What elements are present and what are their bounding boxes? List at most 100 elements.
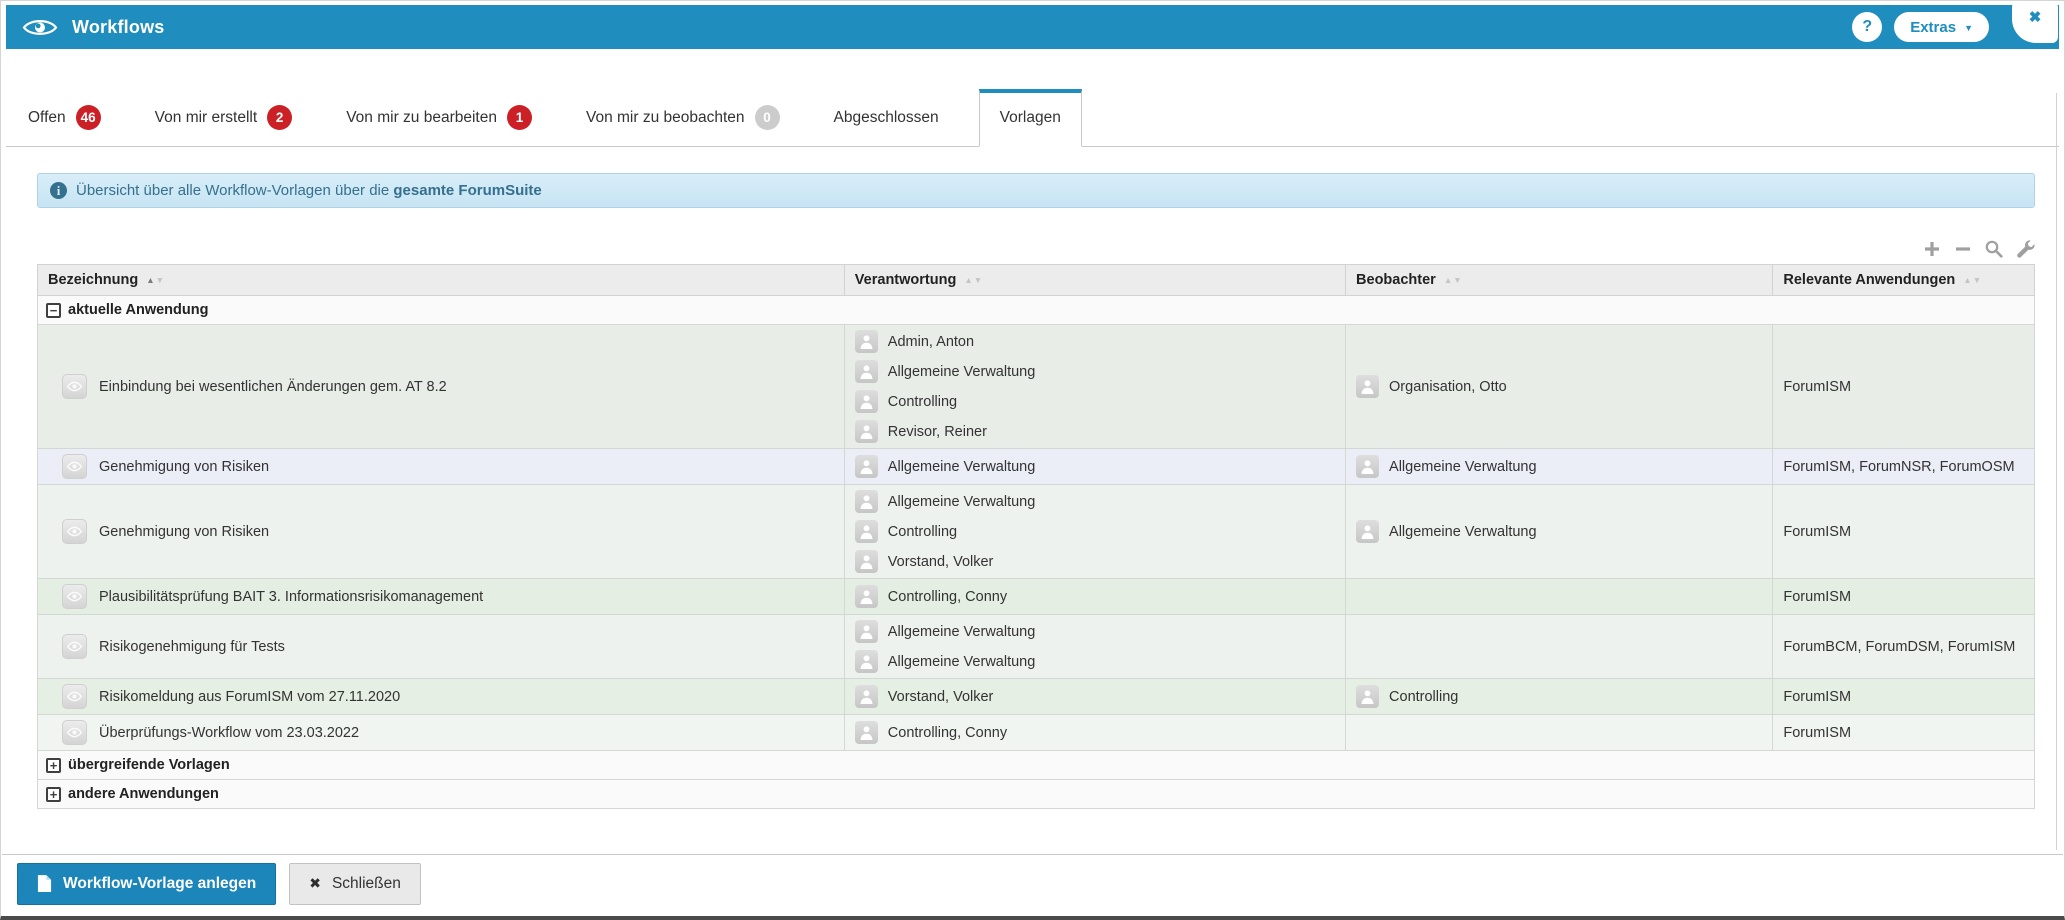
group-row-übergreifende-vorlagen: + übergreifende Vorlagen (37, 750, 2035, 780)
content-area: i Übersicht über alle Workflow-Vorlagen … (1, 147, 2064, 809)
relevant-apps-cell: ForumISM, ForumNSR, ForumOSM (1772, 448, 2035, 485)
person-icon (854, 330, 878, 353)
column-header-beobachter[interactable]: Beobachter ▲▼ (1345, 264, 1774, 296)
responsible-cell: Controlling, Conny (843, 714, 1347, 751)
tab-abgeschlossen[interactable]: Abgeschlossen (820, 89, 953, 146)
person-icon (1356, 455, 1380, 478)
minus-icon[interactable] (1953, 239, 1973, 259)
responsible-cell: Allgemeine Verwaltung Controlling Vorstand… (843, 484, 1347, 579)
person-icon (854, 721, 878, 744)
relevant-apps-cell: ForumISM (1772, 678, 2035, 715)
close-window-button[interactable]: ✖ (2012, 3, 2058, 43)
responsible-cell: Allgemeine Verwaltung (843, 448, 1347, 485)
tab-count-badge: 2 (267, 105, 293, 130)
person-name: Vorstand, Volker (887, 553, 994, 570)
responsible-cell: Controlling, Conny (843, 578, 1347, 615)
workflow-template-row[interactable]: Einbindung bei wesentlichen Änderungen g… (37, 324, 2035, 449)
info-banner: i Übersicht über alle Workflow-Vorlagen … (37, 173, 2035, 208)
observer-cell: Controlling (1345, 678, 1774, 715)
info-banner-text: Übersicht über alle Workflow-Vorlagen üb… (76, 182, 542, 199)
sort-icons: ▲▼ (146, 275, 165, 285)
person-entry: Allgemeine Verwaltung (854, 360, 1335, 383)
workflow-eye-icon (62, 720, 87, 745)
person-icon (854, 685, 878, 708)
person-icon (1356, 375, 1380, 398)
close-button[interactable]: ✖ Schließen (289, 862, 421, 905)
tab-label: Abgeschlossen (833, 108, 939, 126)
observer-cell: Allgemeine Verwaltung (1345, 484, 1774, 579)
tab-bar: Offen 46 Von mir erstellt 2 Von mir zu bearb… (14, 89, 2059, 147)
observer-cell (1345, 578, 1774, 615)
extras-button[interactable]: Extras ▼ (1894, 12, 1989, 42)
tab-count-badge: 46 (75, 105, 101, 130)
sort-asc-icon: ▲ (1963, 275, 1973, 285)
tab-count-badge: 1 (506, 105, 532, 130)
tab-label: Von mir erstellt (154, 108, 258, 126)
expand-group-icon[interactable]: + (46, 757, 61, 773)
column-header-relevante-anwendungen[interactable]: Relevante Anwendungen ▲▼ (1772, 264, 2035, 296)
person-name: Controlling (887, 523, 958, 540)
person-name: Revisor, Reiner (887, 423, 987, 440)
workflow-template-row[interactable]: Plausibilitätsprüfung BAIT 3. Informatio… (37, 578, 2035, 615)
person-icon (854, 360, 878, 383)
group-label: andere Anwendungen (68, 786, 219, 802)
sort-asc-icon: ▲ (1443, 275, 1454, 285)
person-entry: Vorstand, Volker (854, 685, 1335, 708)
chevron-down-icon: ▼ (1964, 23, 1973, 33)
observer-cell (1345, 614, 1774, 679)
person-name: Allgemeine Verwaltung (1389, 523, 1537, 540)
help-icon: ? (1862, 18, 1873, 35)
observer-cell (1345, 714, 1774, 751)
workflow-template-row[interactable]: Risikomeldung aus ForumISM vom 27.11.202… (37, 678, 2035, 715)
person-icon (854, 390, 878, 413)
expand-group-icon[interactable]: + (46, 786, 61, 802)
tab-von-mir-zu-bearbeiten[interactable]: Von mir zu bearbeiten 1 (332, 89, 546, 146)
person-name: Admin, Anton (887, 333, 975, 350)
workflow-name: Risikomeldung aus ForumISM vom 27.11.202… (99, 688, 401, 705)
wrench-icon[interactable] (2015, 239, 2035, 259)
sort-asc-icon: ▲ (964, 275, 974, 285)
table-header: Bezeichnung ▲▼ Verantwortung ▲▼ Beobachter ▲▼… (37, 264, 2035, 296)
relevant-apps-cell: ForumBCM, ForumDSM, ForumISM (1772, 614, 2035, 679)
workflow-name: Genehmigung von Risiken (99, 458, 270, 475)
table-header-row: Bezeichnung ▲▼ Verantwortung ▲▼ Beobachter ▲▼… (37, 264, 2035, 296)
workflow-template-row[interactable]: Überprüfungs-Workflow vom 23.03.2022 Cont… (37, 714, 2035, 751)
workflow-template-row[interactable]: Genehmigung von Risiken Allgemeine Verwal… (37, 448, 2035, 485)
column-label: Verantwortung (854, 272, 957, 288)
column-header-bezeichnung[interactable]: Bezeichnung ▲▼ (37, 264, 845, 296)
person-name: Allgemeine Verwaltung (887, 458, 1036, 475)
column-header-verantwortung[interactable]: Verantwortung ▲▼ (843, 264, 1347, 296)
person-entry: Allgemeine Verwaltung (854, 650, 1335, 673)
search-icon[interactable] (1984, 239, 2004, 259)
info-icon: i (50, 182, 67, 199)
workflow-name: Überprüfungs-Workflow vom 23.03.2022 (99, 724, 360, 741)
tab-von-mir-erstellt[interactable]: Von mir erstellt 2 (141, 89, 307, 146)
plus-icon[interactable] (1922, 239, 1942, 259)
close-button-label: Schließen (331, 874, 401, 892)
tab-vorlagen[interactable]: Vorlagen (978, 89, 1082, 147)
group-row-andere-anwendungen: + andere Anwendungen (37, 779, 2035, 809)
sort-icons: ▲▼ (964, 275, 983, 285)
eye-icon (22, 15, 58, 40)
sort-desc-icon: ▼ (973, 275, 984, 285)
workflow-template-row[interactable]: Genehmigung von Risiken Allgemeine Verwal… (37, 484, 2035, 579)
sort-asc-icon: ▲ (146, 275, 156, 285)
person-entry: Controlling (854, 390, 1335, 413)
workflow-template-row[interactable]: Risikogenehmigung für Tests Allgemeine Ve… (37, 614, 2035, 679)
tab-label: Vorlagen (999, 109, 1061, 126)
person-entry: Controlling (1356, 685, 1762, 708)
person-icon (854, 650, 878, 673)
collapse-group-icon[interactable]: − (46, 302, 61, 318)
create-workflow-template-button[interactable]: Workflow-Vorlage anlegen (17, 862, 277, 905)
help-button[interactable]: ? (1852, 12, 1883, 42)
person-icon (854, 520, 878, 543)
person-entry: Admin, Anton (854, 330, 1335, 353)
tab-count-badge: 0 (754, 105, 780, 130)
responsible-cell: Vorstand, Volker (843, 678, 1347, 715)
workflow-eye-icon (62, 519, 87, 544)
sort-desc-icon: ▼ (155, 275, 166, 285)
tab-von-mir-zu-beobachten[interactable]: Von mir zu beobachten 0 (572, 89, 794, 146)
person-entry: Allgemeine Verwaltung (1356, 520, 1762, 543)
tab-offen[interactable]: Offen 46 (14, 89, 115, 146)
person-name: Allgemeine Verwaltung (887, 623, 1036, 640)
